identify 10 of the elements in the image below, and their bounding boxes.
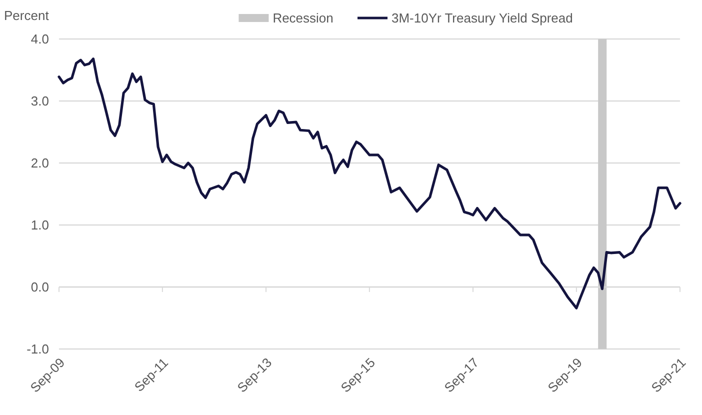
y-tick-label: -1.0 <box>26 342 49 357</box>
y-tick-label: 1.0 <box>30 218 49 233</box>
y-tick-label: 3.0 <box>30 94 49 109</box>
y-tick-label: 4.0 <box>30 32 49 47</box>
y-axis-title: Percent <box>4 8 50 23</box>
line-series <box>58 58 682 310</box>
legend-label: Recession <box>272 10 334 26</box>
y-tick-label: 2.0 <box>30 156 49 171</box>
y-tick-label: 0.0 <box>30 280 49 295</box>
legend-label: 3M-10Yr Treasury Yield Spread <box>392 10 573 26</box>
